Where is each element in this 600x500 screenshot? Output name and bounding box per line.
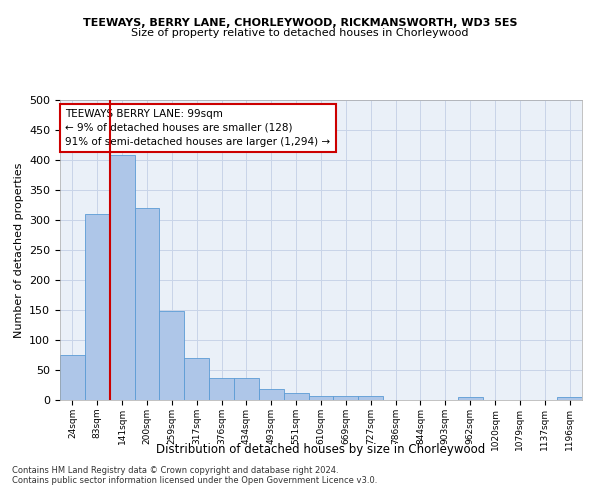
Text: Contains HM Land Registry data © Crown copyright and database right 2024.
Contai: Contains HM Land Registry data © Crown c… [12,466,377,485]
Bar [358,396,383,400]
Bar [85,214,110,400]
Bar [308,396,334,400]
Bar [110,155,134,400]
Text: TEEWAYS BERRY LANE: 99sqm
← 9% of detached houses are smaller (128)
91% of semi-: TEEWAYS BERRY LANE: 99sqm ← 9% of detach… [65,109,331,147]
Text: Distribution of detached houses by size in Chorleywood: Distribution of detached houses by size … [157,442,485,456]
Y-axis label: Number of detached properties: Number of detached properties [14,162,23,338]
Text: Size of property relative to detached houses in Chorleywood: Size of property relative to detached ho… [131,28,469,38]
Bar [284,393,308,400]
Bar [184,358,209,400]
Bar [557,397,582,400]
Bar [234,378,259,400]
Bar [160,311,184,400]
Bar [60,355,85,400]
Bar [334,396,358,400]
Text: TEEWAYS, BERRY LANE, CHORLEYWOOD, RICKMANSWORTH, WD3 5ES: TEEWAYS, BERRY LANE, CHORLEYWOOD, RICKMA… [83,18,517,28]
Bar [209,378,234,400]
Bar [259,388,284,400]
Bar [458,397,482,400]
Bar [134,208,160,400]
